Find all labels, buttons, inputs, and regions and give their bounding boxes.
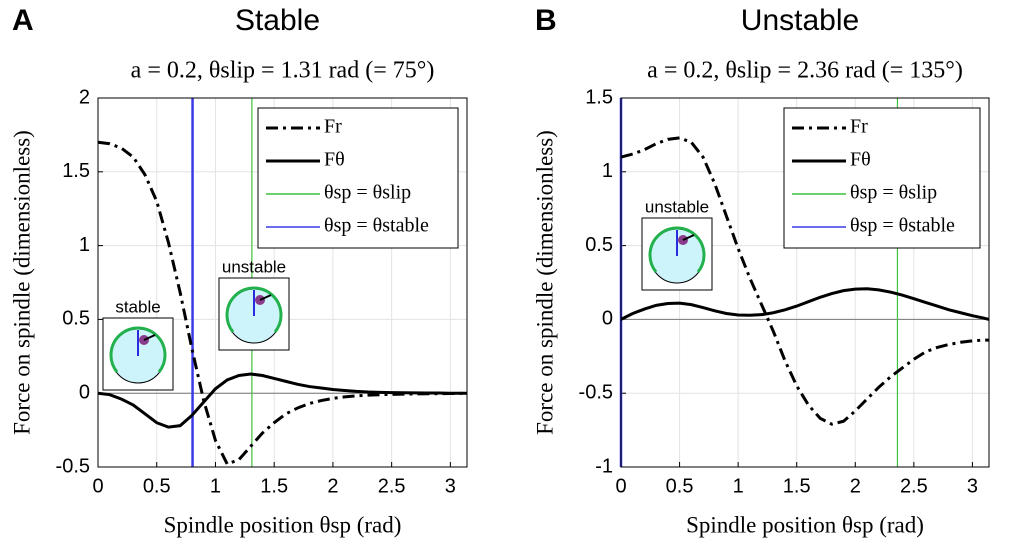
- x-tick-label: 1.5: [260, 475, 288, 497]
- y-axis-label: Force on spindle (dimensionless): [532, 130, 557, 435]
- legend-label: θsp = θslip: [324, 182, 411, 204]
- inset-label: stable: [115, 297, 160, 316]
- y-tick-label: 0: [602, 308, 613, 330]
- legend-label: Fθ: [324, 149, 345, 171]
- x-axis-label: Spindle position θsp (rad): [164, 512, 402, 537]
- series-line: [97, 372, 467, 429]
- x-tick-label: 1: [210, 475, 221, 497]
- legend-label: Fr: [850, 116, 868, 138]
- x-tick-label: 3: [445, 475, 456, 497]
- x-tick-label: 2: [850, 475, 861, 497]
- plot-area: 0 0.5 1 1.5 2 2.5 3-0.500.511.52stableunstable…: [56, 86, 468, 497]
- chart-title: Unstable: [741, 4, 859, 37]
- axes-box: [97, 97, 468, 468]
- x-tick-label: 0.5: [666, 475, 694, 497]
- inset-arc: [648, 226, 706, 273]
- legend-label: Fr: [324, 116, 342, 138]
- legend-label: θsp = θstable: [850, 215, 955, 237]
- x-tick-label: 1: [733, 475, 744, 497]
- x-tick-label: 3: [967, 475, 978, 497]
- panel-letter: B: [535, 4, 557, 37]
- y-tick-label: 0: [79, 381, 90, 403]
- y-tick-label: 0.5: [62, 308, 90, 330]
- y-tick-label: 1: [79, 234, 90, 256]
- y-tick-label: 0.5: [585, 234, 613, 256]
- y-axis-label: Force on spindle (dimensionless): [9, 130, 34, 435]
- inset-arrow: [259, 294, 272, 301]
- chart-title: Stable: [235, 4, 320, 37]
- y-tick-label: -1: [595, 455, 613, 477]
- series-line: [620, 287, 990, 321]
- y-tick-label: 1.5: [62, 160, 90, 182]
- chart-subtitle: a = 0.2, θslip = 1.31 rad (= 75°): [131, 58, 435, 84]
- x-axis-label: Spindle position θsp (rad): [686, 512, 924, 537]
- legend-box: [783, 107, 981, 249]
- x-tick-label: 0: [615, 475, 626, 497]
- y-tick-label: 1: [602, 160, 613, 182]
- legend-box: [257, 107, 459, 249]
- y-tick-label: -0.5: [56, 455, 90, 477]
- axes-box: [620, 97, 990, 468]
- legend-label: θsp = θslip: [850, 182, 937, 204]
- plot-area: 0 0.5 1 1.5 2 2.5 3 -1 -0.5 0 0.5 1 1.5 unstable Fr Fθ θ…: [579, 86, 990, 497]
- x-tick-label: 1.5: [783, 475, 811, 497]
- legend-label: θsp = θstable: [324, 215, 429, 237]
- panel-letter: A: [12, 4, 34, 37]
- inset-label: unstable: [222, 257, 286, 276]
- x-tick-label: 2.5: [378, 475, 406, 497]
- inset-arrow: [682, 234, 695, 241]
- y-tick-label: 2: [79, 86, 90, 108]
- inset-label: unstable: [645, 197, 709, 216]
- inset-arc: [225, 286, 283, 333]
- x-tick-label: 0: [92, 475, 103, 497]
- x-tick-label: 2: [327, 475, 338, 497]
- y-tick-label: -0.5: [579, 381, 613, 403]
- inset-arc: [109, 326, 167, 373]
- y-tick-label: 1.5: [585, 86, 613, 108]
- inset-arrow: [143, 334, 156, 341]
- x-tick-label: 0.5: [143, 475, 171, 497]
- x-tick-label: 2.5: [900, 475, 928, 497]
- chart-subtitle: a = 0.2, θslip = 2.36 rad (= 135°): [647, 58, 963, 84]
- legend-label: Fθ: [850, 149, 871, 171]
